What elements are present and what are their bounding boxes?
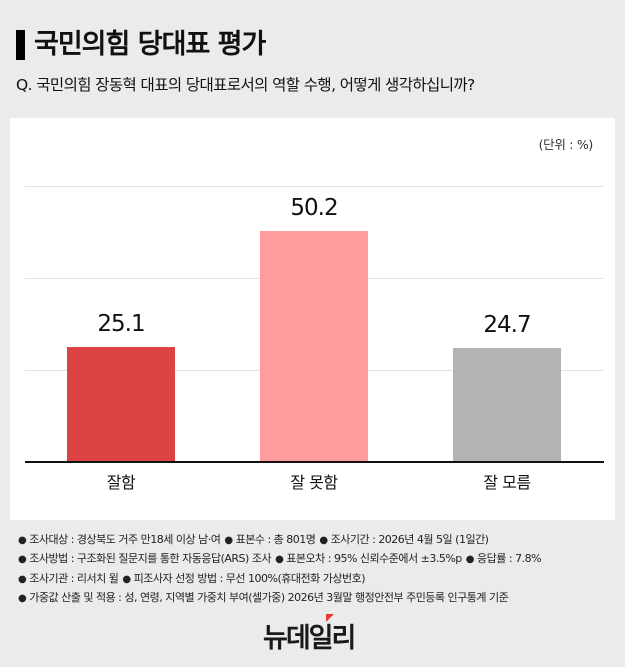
gridline-60 xyxy=(25,186,604,187)
bar-0 xyxy=(67,347,175,462)
bullet-icon: ● xyxy=(18,573,27,585)
note-label: 조사기관 xyxy=(29,571,68,585)
bar-value-label: 50.2 xyxy=(290,195,338,221)
note-label: 피조사자 선정 방법 xyxy=(133,571,217,585)
title-block: 국민의힘 당대표 평가 xyxy=(16,28,266,62)
note-label: 응답률 xyxy=(477,552,506,566)
note-separator: : xyxy=(216,571,226,585)
note-separator: : xyxy=(67,552,77,566)
note-label: 가중값 산출 및 적용 xyxy=(29,590,116,604)
note-value: 구조화된 질문지를 통한 자동응답(ARS) 조사 xyxy=(76,552,272,566)
note-line: ● 조사방법 : 구조화된 질문지를 통한 자동응답(ARS) 조사 ● 표본오차 :… xyxy=(18,550,542,569)
bar-2 xyxy=(453,348,561,462)
note-value: 무선 100%(휴대전화 가상번호) xyxy=(225,571,366,585)
bar-value-label: 25.1 xyxy=(97,311,145,337)
survey-notes: ● 조사대상 : 경상북도 거주 만18세 이상 남·여 ● 표본수 : 총 801명… xyxy=(18,531,542,608)
note-value: 성, 연령, 지역별 가중치 부여(셀가중) 2026년 3월말 행정안전부 주… xyxy=(124,590,509,604)
note-value: 경상북도 거주 만18세 이상 남·여 xyxy=(76,533,221,546)
note-value: 7.8% xyxy=(515,552,542,566)
bullet-icon: ● xyxy=(275,554,284,566)
category-label: 잘 모름 xyxy=(483,473,531,492)
category-label: 잘함 xyxy=(106,473,136,492)
bullet-icon: ● xyxy=(465,554,475,566)
bar-1 xyxy=(260,231,368,462)
x-axis-baseline xyxy=(25,461,604,463)
note-label: 조사대상 xyxy=(29,533,68,546)
note-line: ● 조사기관 : 리서치 윌 ● 피조사자 선정 방법 : 무선 100%(휴대전화 … xyxy=(18,570,541,589)
note-line: ● 가중값 산출 및 적용 : 성, 연령, 지역별 가중치 부여(셀가중) 20… xyxy=(18,589,541,608)
note-label: 표본수 xyxy=(235,533,265,546)
note-value: 95% 신뢰수준에서 ±3.5%p xyxy=(333,552,462,566)
bullet-icon: ● xyxy=(122,573,131,585)
note-value: 리서치 윌 xyxy=(76,571,119,585)
note-separator: : xyxy=(324,552,334,566)
note-separator: : xyxy=(264,533,274,546)
bar-value-label: 24.7 xyxy=(483,312,531,338)
note-separator: : xyxy=(67,533,77,546)
newdaily-logo: 뉴데일리 xyxy=(263,614,356,655)
note-line: ● 조사대상 : 경상북도 거주 만18세 이상 남·여 ● 표본수 : 총 801명… xyxy=(18,531,541,550)
note-separator: : xyxy=(67,571,77,585)
logo-text: 뉴데일리 xyxy=(263,623,356,654)
bullet-icon: ● xyxy=(18,535,27,546)
bullet-icon: ● xyxy=(319,535,328,546)
bullet-icon: ● xyxy=(224,535,233,546)
note-label: 표본오차 xyxy=(286,552,325,566)
note-value: 2026년 4월 5일 (1일간) xyxy=(378,533,489,546)
note-separator: : xyxy=(369,533,379,546)
note-label: 조사방법 xyxy=(29,552,68,566)
page-title: 국민의힘 당대표 평가 xyxy=(34,29,266,60)
title-marker xyxy=(16,30,25,60)
note-value: 총 801명 xyxy=(273,533,316,546)
note-separator: : xyxy=(505,552,516,566)
logo-accent-icon xyxy=(326,614,334,622)
unit-label: (단위 : %) xyxy=(538,137,594,152)
category-label: 잘 못함 xyxy=(290,473,338,492)
note-separator: : xyxy=(115,590,125,604)
bullet-icon: ● xyxy=(18,592,27,604)
survey-question: Q. 국민의힘 장동혁 대표의 당대표로서의 역할 수행, 어떻게 생각하십니까… xyxy=(16,76,475,94)
chart-panel: (단위 : %) 25.1 잘함 50.2 잘 못함 24.7 잘 모름 xyxy=(10,118,615,520)
bullet-icon: ● xyxy=(18,554,27,566)
note-label: 조사기간 xyxy=(330,533,370,546)
